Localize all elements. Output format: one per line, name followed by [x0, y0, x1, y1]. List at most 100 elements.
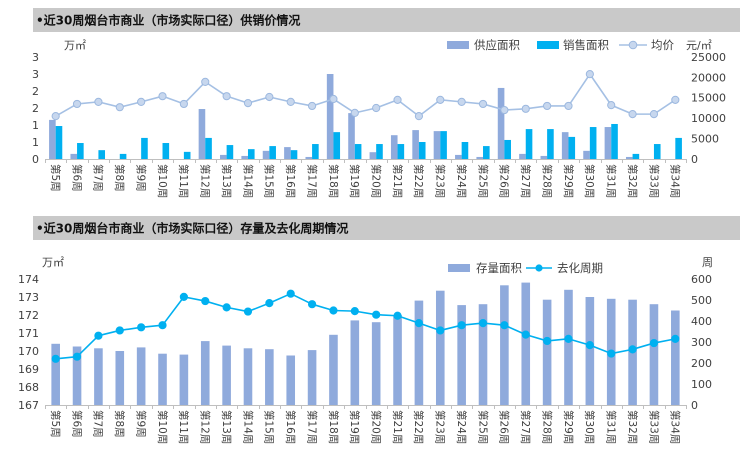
destock-cycle-point	[350, 307, 359, 316]
x-tick-label: 第14周	[241, 164, 254, 198]
destock-cycle-point	[478, 319, 488, 328]
destock-cycle-point	[500, 321, 509, 330]
avg-price-point	[500, 105, 509, 115]
sales-area-bar	[589, 127, 597, 159]
destock-cycle-point	[179, 292, 188, 301]
x-tick-label: 第13周	[220, 164, 233, 198]
avg-price-point	[179, 99, 188, 109]
destock-cycle-point	[393, 311, 402, 320]
x-tick-label: 第21周	[391, 410, 404, 444]
x-tick-label: 第20周	[370, 410, 383, 444]
x-tick-label: 第26周	[498, 164, 511, 198]
y-right-tick-label: 5000	[691, 132, 719, 145]
destock-cycle-point	[628, 345, 637, 354]
legend-swatch-sales-area	[537, 41, 559, 49]
stock-area-bar	[179, 354, 189, 405]
avg-price-point	[94, 97, 103, 106]
y-left-tick-label: 2	[32, 85, 39, 98]
sales-area-bar	[354, 144, 362, 159]
y-left-tick-label: 173	[18, 291, 39, 304]
sales-area-bar	[418, 142, 426, 159]
x-tick-label: 第18周	[327, 164, 340, 198]
x-tick-label: 第28周	[540, 164, 553, 198]
y-right-tick-label: 25000	[691, 51, 726, 64]
x-tick-label: 第27周	[519, 164, 532, 198]
legend: 供应面积 销售面积 均价	[447, 38, 674, 52]
x-tick-label: 第18周	[327, 410, 340, 444]
destock-cycle-point	[265, 299, 274, 308]
legend-swatch-supply-area	[447, 41, 469, 49]
sales-area-bar	[440, 131, 447, 159]
legend-label-avg-price: 均价	[651, 38, 674, 52]
avg-price-point	[72, 99, 82, 109]
x-tick-label: 第28周	[540, 410, 553, 444]
destock-cycle-point	[201, 296, 210, 306]
avg-price-line	[54, 73, 677, 117]
plot-area: 0 1 1 2 2 3 3 0 5000 10000 15000 20000 25000 第5周 第6周 第7…	[32, 51, 726, 199]
legend: 存量面积 去化周期	[448, 261, 603, 275]
supply-area-bar	[220, 154, 227, 159]
avg-price-point	[628, 110, 637, 119]
avg-price-point	[521, 104, 530, 113]
y-right-tick-label: 0	[691, 399, 698, 412]
y-left-tick-label: 3	[32, 51, 39, 64]
avg-price-point	[137, 97, 146, 106]
sales-area-bar	[55, 126, 63, 159]
x-tick-label: 第7周	[92, 164, 105, 192]
destock-cycle-point	[329, 306, 338, 315]
sales-area-bar	[376, 144, 383, 159]
sales-area-bar	[77, 143, 84, 159]
x-tick-label: 第5周	[49, 410, 62, 438]
x-tick-label: 第23周	[434, 410, 447, 444]
x-tick-label: 第31周	[605, 410, 618, 444]
x-tick-label: 第31周	[605, 164, 618, 198]
avg-price-point	[671, 95, 680, 104]
supply-area-bar	[305, 156, 313, 159]
x-tick-label: 第29周	[562, 410, 575, 444]
destock-cycle-point	[607, 349, 616, 358]
y-left-unit-label: 万㎡	[42, 256, 64, 269]
x-tick-label: 第26周	[498, 410, 511, 444]
avg-price-point	[115, 103, 124, 112]
y-left-tick-label: 172	[18, 309, 39, 322]
y-left-unit-label: 万㎡	[64, 39, 86, 52]
stock-area-bar	[542, 299, 552, 405]
stock-area-bar	[393, 315, 402, 405]
avg-price-point	[158, 92, 167, 101]
supply-area-bar	[583, 150, 590, 159]
legend-label-supply-area: 供应面积	[474, 38, 520, 52]
x-tick-label: 第19周	[348, 410, 361, 444]
destock-cycle-point	[372, 310, 381, 319]
y-right-tick-label: 10000	[691, 112, 726, 125]
x-tick-label: 第11周	[177, 164, 190, 198]
y-left-tick-label: 174	[18, 273, 39, 286]
avg-price-point	[243, 99, 253, 108]
stock-destock-cycle-chart: •近30周烟台市商业（市场实际口径）存量及去化周期情况 万㎡ 周 存量面积 去化…	[18, 216, 740, 444]
x-tick-label: 第5周	[49, 164, 62, 192]
y-right-tick-label: 500	[691, 294, 712, 307]
stock-area-bar	[350, 320, 360, 405]
destock-cycle-point	[414, 319, 424, 328]
stock-area-bar	[158, 353, 167, 405]
avg-price-point	[350, 108, 359, 118]
supply-area-bar	[390, 135, 398, 159]
x-tick-label: 第25周	[476, 410, 489, 444]
stock-area-bar	[585, 297, 595, 405]
sales-area-bar	[483, 146, 490, 159]
y-right-tick-label: 600	[691, 273, 712, 286]
x-tick-label: 第15周	[263, 410, 276, 444]
avg-price-point	[265, 92, 274, 102]
supply-area-bar	[326, 74, 334, 159]
x-tick-label: 第24周	[455, 164, 468, 198]
stock-area-bar	[435, 290, 445, 405]
y-left-tick-label: 1	[32, 119, 39, 132]
avg-price-point	[457, 97, 466, 106]
x-tick-label: 第17周	[305, 410, 318, 444]
stock-area-bar	[329, 334, 338, 405]
destock-cycle-point	[585, 341, 594, 350]
avg-price-point	[607, 101, 616, 110]
legend-label-destock-cycle: 去化周期	[557, 261, 603, 275]
y-right-tick-label: 0	[691, 153, 698, 166]
legend-swatch-avg-price-marker	[628, 40, 638, 50]
sales-area-bar	[547, 129, 554, 159]
